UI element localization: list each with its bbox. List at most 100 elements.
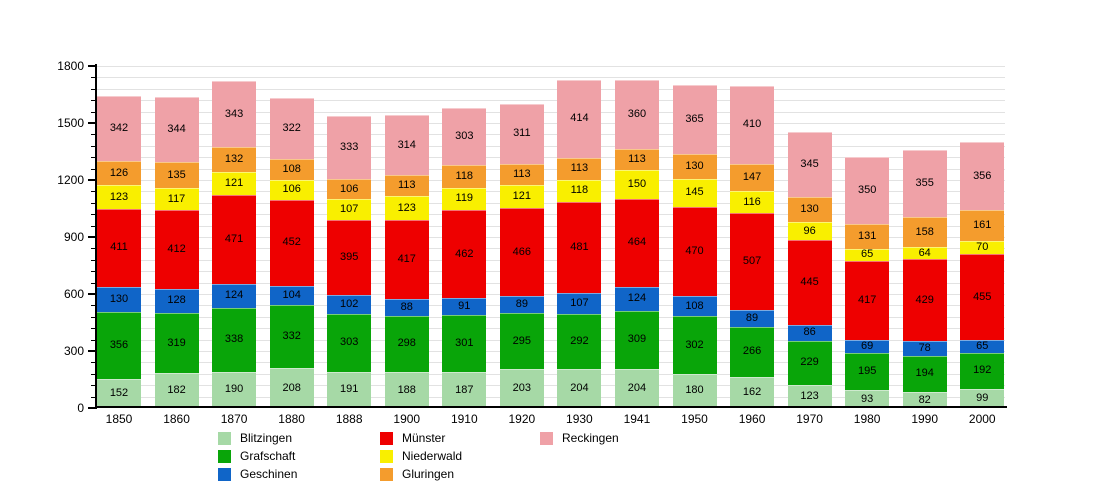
bar-segment-label: 131 <box>857 229 877 242</box>
bar-segment-grafschaft: 302 <box>672 316 717 374</box>
bar-segment-label: 145 <box>685 186 704 199</box>
x-axis-tick-label: 1910 <box>450 412 478 426</box>
gridline <box>97 134 1005 136</box>
gridline <box>97 111 1005 113</box>
bar-segment-mnster: 471 <box>212 194 257 285</box>
gridline <box>97 271 1005 273</box>
bar-segment-label: 119 <box>455 192 474 205</box>
bar-segment-niederwald: 123 <box>384 196 429 220</box>
bar-segment-label: 128 <box>167 294 186 307</box>
gridline <box>97 282 1005 284</box>
bar-segment-niederwald: 117 <box>154 188 199 211</box>
gridline <box>97 88 1005 90</box>
bar-segment-label: 464 <box>627 236 647 249</box>
bar-segment-label: 411 <box>110 241 128 254</box>
bar-column: 203 295 89 466 121 113 311 <box>499 104 544 408</box>
bar-segment-gluringen: 161 <box>960 210 1005 241</box>
bar-segment-gluringen: 132 <box>212 146 257 172</box>
bar-segment-geschinen: 107 <box>557 293 602 314</box>
bar-segment-blitzingen: 187 <box>442 372 487 408</box>
gridline <box>97 214 1005 216</box>
bar-column: 180 302 108 470 145 130 365 <box>672 85 717 408</box>
bar-segment-label: 333 <box>340 141 359 154</box>
bar-segment-label: 344 <box>167 123 186 136</box>
bar-segment-mnster: 417 <box>845 260 890 341</box>
bar-segment-mnster: 445 <box>787 240 832 325</box>
bar-segment-label: 108 <box>685 299 704 312</box>
bar-column: 99 192 65 455 70 161 356 <box>960 142 1005 408</box>
bar-segment-label: 410 <box>742 118 762 131</box>
y-axis-tick <box>91 100 97 102</box>
bar-segment-reckingen: 345 <box>787 131 832 198</box>
gridline <box>97 373 1005 375</box>
x-axis-line <box>95 406 1007 408</box>
y-axis-tick <box>91 134 97 136</box>
bar-segment-niederwald: 64 <box>902 247 947 260</box>
gridline <box>97 180 1005 181</box>
bar-segment-label: 89 <box>745 311 759 324</box>
x-axis-tick-label: 1950 <box>681 412 708 426</box>
bar-segment-gluringen: 113 <box>557 158 602 180</box>
bar-column: 82 194 78 429 64 158 355 <box>902 149 947 408</box>
x-axis-tick-label: 1920 <box>508 412 536 426</box>
bar-segment-label: 99 <box>976 392 989 405</box>
bar-segment-geschinen: 89 <box>499 296 544 314</box>
bar-segment-label: 342 <box>109 122 129 135</box>
bar-segment-gluringen: 113 <box>614 148 659 171</box>
bar-segment-label: 309 <box>627 333 647 346</box>
bar-segment-label: 417 <box>857 294 877 307</box>
bar-segment-label: 507 <box>742 255 762 268</box>
bar-segment-label: 113 <box>397 179 416 192</box>
y-axis-tick-label: 1500 <box>57 116 84 130</box>
bar-segment-grafschaft: 338 <box>212 307 257 372</box>
gridline <box>97 305 1005 307</box>
bar-segment-grafschaft: 229 <box>787 341 832 385</box>
legend-label: Niederwald <box>402 449 463 463</box>
bar-segment-geschinen: 124 <box>212 284 257 308</box>
bar-segment-label: 113 <box>513 167 531 180</box>
x-axis-tick-label: 2000 <box>968 412 996 426</box>
bar-segment-label: 417 <box>397 252 416 265</box>
bar-segment-grafschaft: 301 <box>442 315 487 373</box>
bar-segment-label: 471 <box>224 232 244 245</box>
bar-segment-label: 161 <box>973 218 992 231</box>
bar-segment-mnster: 395 <box>327 219 372 295</box>
legend-label: Reckingen <box>562 431 619 445</box>
x-axis-tick-label: 1860 <box>163 412 190 426</box>
bar-segment-label: 414 <box>570 112 589 125</box>
bar-segment-label: 118 <box>570 184 589 197</box>
y-axis-tick <box>91 225 97 227</box>
bar-column: 152 356 130 411 123 126 342 <box>97 96 141 408</box>
bar-segment-label: 345 <box>800 158 819 171</box>
bar-segment-label: 188 <box>397 383 416 396</box>
bar-segment-label: 108 <box>282 162 301 175</box>
bar-segment-label: 180 <box>685 384 704 397</box>
bar-segment-blitzingen: 182 <box>154 373 199 408</box>
y-axis-tick <box>91 88 97 90</box>
bar-segment-grafschaft: 194 <box>902 355 947 393</box>
bar-segment-reckingen: 365 <box>672 85 717 155</box>
bar-segment-label: 204 <box>627 382 647 395</box>
bar-segment-label: 314 <box>397 138 416 151</box>
legend-swatch <box>218 449 231 463</box>
bar-segment-label: 452 <box>282 236 301 249</box>
legend-label: Münster <box>402 431 446 445</box>
y-axis-tick <box>91 202 97 204</box>
bar-segment-niederwald: 106 <box>269 179 314 200</box>
gridline <box>97 294 1005 295</box>
bar-segment-label: 130 <box>800 203 819 216</box>
y-axis-tick <box>91 339 97 341</box>
gridline <box>97 77 1005 79</box>
bar-segment-label: 89 <box>515 298 528 311</box>
bar-segment-blitzingen: 123 <box>787 384 832 408</box>
bar-segment-grafschaft: 303 <box>327 314 372 372</box>
bar-segment-mnster: 411 <box>97 208 141 287</box>
bar-segment-label: 65 <box>861 248 874 261</box>
plot-area: 152 356 130 411 123 126 342 182 319 128 412 117 135 3… <box>97 66 1005 408</box>
legend-swatch <box>380 449 393 463</box>
gridline <box>97 225 1005 227</box>
legend-label: Gluringen <box>402 467 455 481</box>
bar-segment-geschinen: 89 <box>730 309 775 327</box>
bar-segment-label: 208 <box>282 381 301 394</box>
